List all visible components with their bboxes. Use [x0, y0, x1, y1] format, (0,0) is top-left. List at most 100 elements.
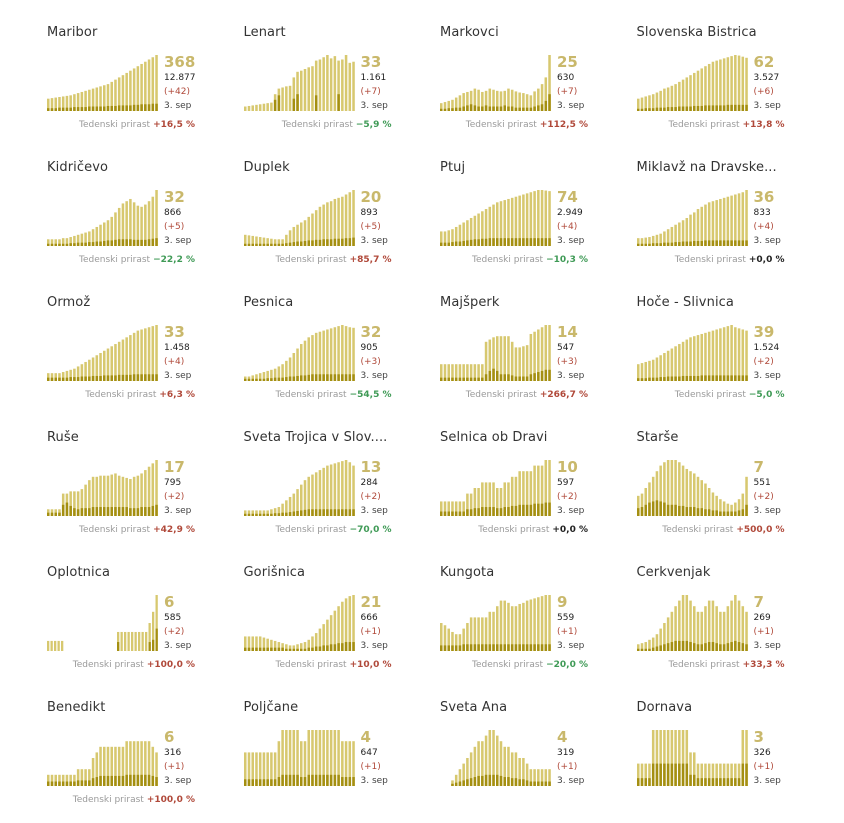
bar-recent: [507, 507, 510, 516]
daily-delta: (+1): [557, 627, 578, 637]
bar: [643, 96, 647, 111]
bar-recent: [744, 375, 748, 381]
bar-recent: [114, 239, 117, 246]
bar-recent: [525, 238, 529, 246]
bar: [737, 328, 740, 381]
active-cases: 13: [360, 458, 382, 476]
bar: [84, 361, 87, 381]
bar: [673, 346, 677, 381]
active-cases: 36: [753, 188, 775, 206]
bar: [496, 202, 499, 246]
bar-recent: [306, 374, 310, 381]
bar-recent: [84, 376, 87, 381]
bar-recent: [636, 378, 640, 381]
bar: [462, 763, 465, 786]
municipality-name: Oplotnica: [47, 565, 111, 580]
bar: [514, 752, 518, 786]
date-label: 3. sep: [557, 641, 585, 651]
weekly-growth: Tedenski prirast +100,0 %: [73, 795, 195, 805]
date-label: 3. sep: [164, 641, 192, 651]
bar: [254, 752, 258, 786]
bar: [733, 502, 737, 516]
bar-recent: [666, 107, 669, 111]
daily-delta: (+1): [360, 627, 381, 637]
bar-recent: [451, 242, 454, 246]
bar-recent: [636, 508, 640, 516]
trend-bar-chart: [440, 190, 551, 246]
bar-recent: [76, 780, 80, 786]
bar-recent: [477, 644, 480, 651]
bar-recent: [726, 104, 729, 111]
bar: [54, 373, 57, 381]
bar: [292, 493, 295, 516]
bar: [58, 373, 61, 381]
bar: [125, 741, 128, 786]
bar: [121, 203, 125, 246]
bar-recent: [651, 501, 654, 516]
bar: [69, 369, 72, 381]
bar: [481, 91, 484, 111]
bar: [670, 348, 673, 381]
bar-recent: [95, 507, 99, 516]
bar: [318, 730, 321, 786]
weekly-growth: Tedenski prirast +33,3 %: [669, 660, 785, 670]
bar: [65, 95, 69, 111]
bar: [666, 229, 669, 246]
bar-recent: [265, 243, 269, 246]
bar-recent: [50, 512, 54, 516]
bar-recent: [537, 105, 540, 111]
bar-recent: [250, 647, 254, 651]
daily-delta: (+42): [164, 87, 191, 97]
bar-recent: [250, 243, 254, 246]
bar: [132, 332, 136, 381]
bar-recent: [95, 106, 99, 111]
weekly-growth-label: Tedenski prirast: [275, 255, 347, 265]
bar: [314, 210, 317, 246]
bar: [681, 595, 684, 651]
bar-recent: [718, 375, 722, 381]
bar: [447, 230, 450, 246]
bar: [136, 205, 140, 246]
bar: [288, 85, 291, 111]
municipality-card: Cerkvenjak 7 269 (+1) 3. sep Tedenski prirast…: [636, 565, 817, 675]
bar-recent: [458, 781, 462, 786]
bar: [681, 730, 684, 786]
bar-recent: [348, 238, 351, 246]
bar-recent: [295, 241, 299, 246]
bar: [321, 204, 325, 246]
bar: [318, 331, 321, 381]
bar: [351, 61, 355, 111]
bar: [711, 492, 714, 516]
bar-recent: [477, 106, 480, 111]
bar: [662, 231, 666, 246]
bar-recent: [647, 778, 651, 786]
bar-recent: [499, 374, 503, 381]
bar-recent: [711, 375, 714, 381]
bar: [321, 330, 325, 381]
bar: [692, 72, 696, 111]
bar-recent: [99, 241, 102, 246]
bar-recent: [540, 104, 544, 111]
bar: [314, 730, 317, 786]
active-cases: 6: [164, 728, 175, 746]
bar-recent: [722, 240, 725, 246]
bar: [533, 598, 536, 651]
bar: [117, 475, 121, 516]
weekly-growth-value: −20,0 %: [546, 660, 588, 670]
trend-bar-chart: [47, 325, 158, 381]
bar: [726, 196, 729, 246]
bar: [136, 66, 140, 111]
bar: [54, 239, 57, 246]
bar: [477, 364, 480, 381]
bar-recent: [481, 507, 484, 516]
bar: [703, 66, 707, 111]
bar-recent: [125, 239, 128, 246]
bar: [685, 468, 688, 516]
bar-recent: [718, 240, 722, 246]
bar: [50, 239, 54, 246]
bar-recent: [533, 644, 536, 651]
bar: [733, 55, 737, 111]
bar-recent: [655, 377, 658, 381]
bar: [458, 634, 462, 651]
bar: [61, 640, 64, 651]
